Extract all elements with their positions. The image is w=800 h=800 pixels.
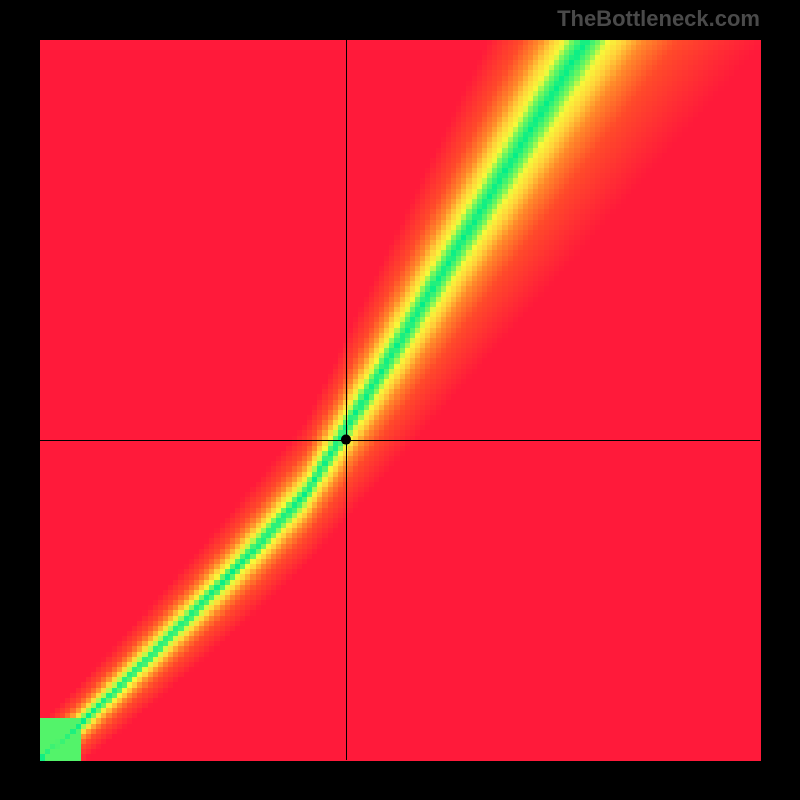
watermark-text: TheBottleneck.com xyxy=(557,6,760,32)
bottleneck-heatmap xyxy=(0,0,800,800)
chart-container: TheBottleneck.com xyxy=(0,0,800,800)
